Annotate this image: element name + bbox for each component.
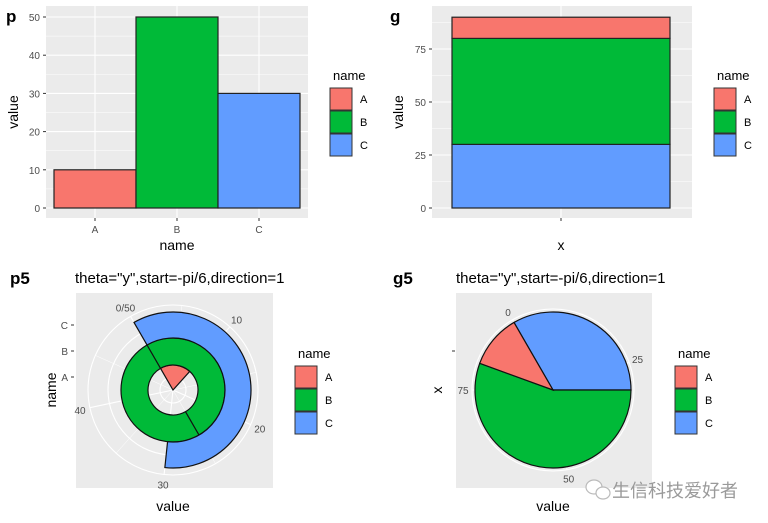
bar-C [217, 92, 301, 209]
legend-key-A [674, 365, 698, 389]
legend-key-B [674, 388, 698, 412]
y-tick-label: 10 [29, 166, 41, 177]
theta-tick-label: 20 [254, 425, 266, 436]
legend: name ABC [713, 68, 752, 157]
pie-slice-C [513, 311, 632, 391]
theta-tick-label: 25 [632, 355, 644, 366]
legend-key-C [329, 133, 353, 157]
theta-tick-label: 0 [505, 308, 511, 319]
theta-tick-label: 75 [457, 386, 469, 397]
pie-slice-A [478, 321, 555, 392]
legend-key-A [294, 365, 318, 389]
legend-key-B [713, 110, 737, 134]
legend-title: name [333, 68, 366, 83]
legend-label-A: A [744, 94, 752, 106]
legend-key-B [329, 110, 353, 134]
y-tick-label: B [61, 347, 68, 358]
y-axis-title: value [5, 95, 21, 129]
legend-key-C [674, 411, 698, 435]
watermark-text: 生信科技爱好者 [612, 481, 738, 501]
stacked-bar-segment-A [451, 16, 671, 40]
legend-label-B: B [325, 395, 332, 407]
x-axis-title: value [536, 498, 570, 514]
bar-A [53, 169, 137, 209]
theta-tick-label: 50 [563, 475, 575, 486]
legend-label-B: B [705, 395, 712, 407]
legend-title: name [298, 346, 331, 361]
y-tick-label: 50 [415, 98, 427, 109]
legend-key-C [294, 411, 318, 435]
wechat-icon [585, 479, 611, 500]
plot-tag: p5 [10, 269, 30, 288]
y-tick-label: 20 [29, 128, 41, 139]
y-tick-label: A [61, 373, 68, 384]
y-tick-label: 0 [420, 204, 426, 215]
theta-tick-label: 30 [158, 480, 170, 491]
y-tick-label: 50 [29, 13, 41, 24]
legend-title: name [717, 68, 750, 83]
plot-title: theta="y",start=-pi/6,direction=1 [75, 270, 285, 287]
legend: name ABC [294, 346, 333, 435]
y-tick-label: 0 [34, 204, 40, 215]
y-tick-label: 25 [415, 151, 427, 162]
x-tick-label: B [174, 225, 181, 236]
legend-label-C: C [325, 418, 333, 430]
y-tick-label: 30 [29, 89, 41, 100]
y-axis-title: value [390, 95, 406, 129]
legend-label-B: B [360, 117, 367, 129]
legend: name ABC [674, 346, 713, 435]
plot-tag: p [6, 7, 16, 26]
legend-label-C: C [705, 418, 713, 430]
pie-slice-B [474, 362, 632, 469]
polar-bar-C [133, 311, 252, 469]
plot-tag: g5 [393, 269, 413, 288]
x-tick-label: A [92, 225, 99, 236]
theta-tick-label: 0/50 [116, 304, 136, 315]
plot-tag: g [390, 7, 400, 26]
x-tick-label: C [255, 225, 262, 236]
legend-label-B: B [744, 117, 751, 129]
stacked-bar-segment-C [451, 143, 671, 209]
x-axis-title: name [159, 237, 194, 253]
legend-label-A: A [360, 94, 368, 106]
legend-label-C: C [744, 140, 752, 152]
legend-key-C [713, 133, 737, 157]
legend: name ABC [329, 68, 368, 157]
stacked-bar-segment-B [451, 37, 671, 146]
legend-key-B [294, 388, 318, 412]
legend-label-C: C [360, 140, 368, 152]
theta-tick-label: 10 [231, 315, 243, 326]
x-axis-title: x [558, 237, 565, 253]
y-tick-label: 40 [29, 51, 41, 62]
y-axis-title: x [429, 387, 445, 394]
legend-label-A: A [705, 372, 713, 384]
y-axis-title: name [43, 372, 59, 407]
x-axis-title: value [156, 498, 190, 514]
bar-B [135, 16, 219, 209]
legend-title: name [678, 346, 711, 361]
radial-gridline [87, 304, 259, 476]
legend-label-A: A [325, 372, 333, 384]
theta-tick-label: 40 [75, 406, 87, 417]
y-tick-label: 75 [415, 45, 427, 56]
plot-title: theta="y",start=-pi/6,direction=1 [456, 270, 666, 287]
legend-key-A [329, 87, 353, 111]
y-tick-label: C [61, 321, 68, 332]
legend-key-A [713, 87, 737, 111]
